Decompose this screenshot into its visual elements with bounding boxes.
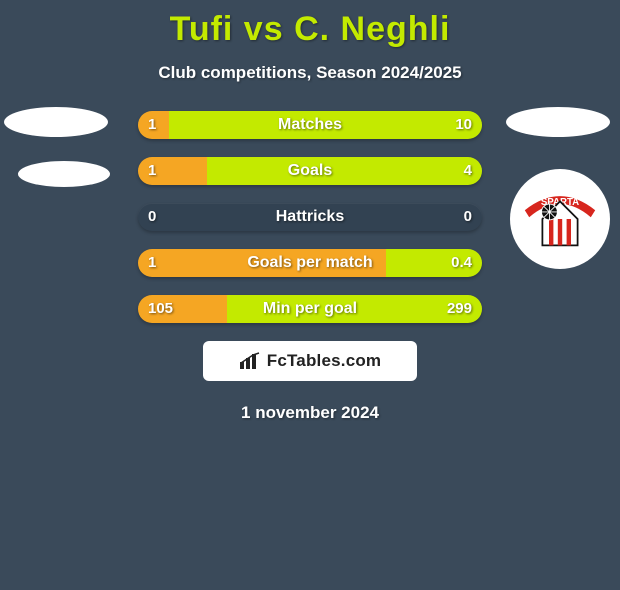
left-player-badge — [4, 111, 114, 187]
stat-label: Goals per match — [138, 249, 482, 277]
placeholder-oval-icon — [18, 161, 110, 187]
brand-text: FcTables.com — [267, 351, 382, 371]
club-logo-sparta: SPARTA — [510, 169, 610, 269]
stat-label: Hattricks — [138, 203, 482, 231]
stat-right-value: 299 — [447, 295, 472, 323]
right-player-badge: SPARTA — [506, 111, 616, 269]
stat-row: 0 Hattricks 0 — [138, 203, 482, 231]
brand-bars-icon — [239, 352, 261, 370]
placeholder-oval-icon — [4, 107, 108, 137]
stat-label: Min per goal — [138, 295, 482, 323]
stat-row: 1 Goals per match 0.4 — [138, 249, 482, 277]
stat-right-value: 0 — [464, 203, 472, 231]
stat-label: Goals — [138, 157, 482, 185]
stat-right-value: 10 — [455, 111, 472, 139]
brand-badge: FcTables.com — [203, 341, 417, 381]
placeholder-oval-icon — [506, 107, 610, 137]
stat-right-value: 0.4 — [451, 249, 472, 277]
page-title: Tufi vs C. Neghli — [0, 10, 620, 49]
stat-row: 105 Min per goal 299 — [138, 295, 482, 323]
sparta-logo-icon: SPARTA — [516, 175, 604, 263]
stat-right-value: 4 — [464, 157, 472, 185]
stat-label: Matches — [138, 111, 482, 139]
date-label: 1 november 2024 — [0, 403, 620, 423]
comparison-area: SPARTA 1 Matches 10 1 Goals 4 — [0, 111, 620, 423]
stat-row: 1 Goals 4 — [138, 157, 482, 185]
page-subtitle: Club competitions, Season 2024/2025 — [0, 63, 620, 83]
stat-row: 1 Matches 10 — [138, 111, 482, 139]
stat-bars: 1 Matches 10 1 Goals 4 0 Hattricks 0 1 G… — [138, 111, 482, 323]
